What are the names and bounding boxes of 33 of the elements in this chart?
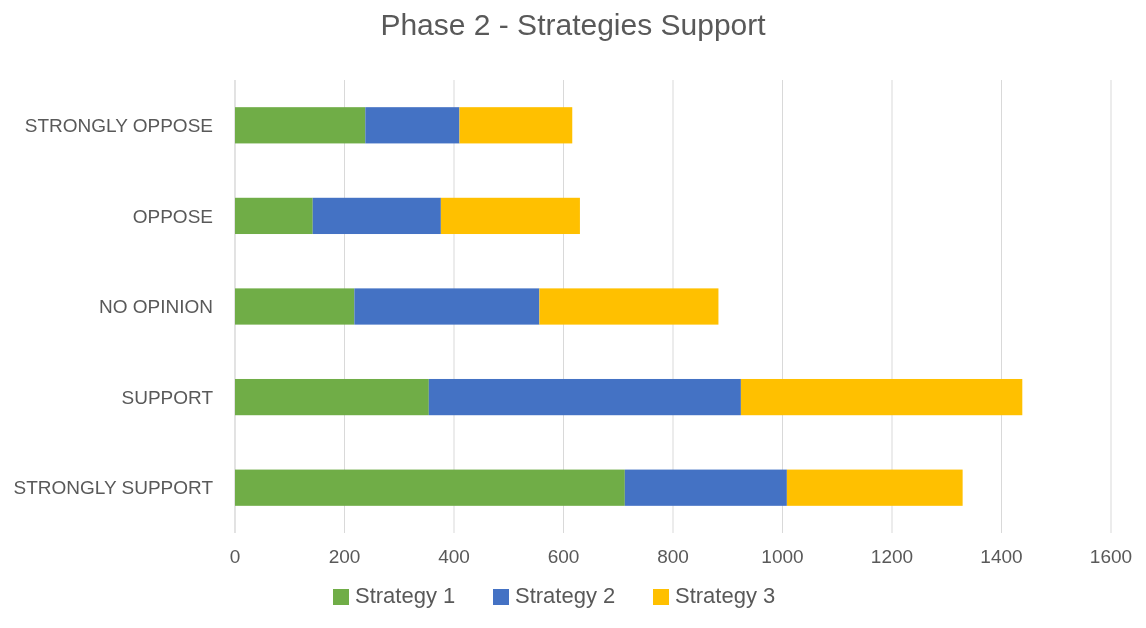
y-tick-label: STRONGLY OPPOSE — [24, 114, 213, 136]
x-tick-label: 1000 — [761, 546, 804, 567]
legend-label: Strategy 3 — [675, 583, 776, 608]
x-tick-label: 1400 — [980, 546, 1023, 567]
y-tick-label: OPPOSE — [132, 205, 213, 227]
bar — [312, 197, 441, 235]
legend-label: Strategy 2 — [515, 583, 616, 608]
x-tick-label: 1200 — [870, 546, 914, 567]
bar — [539, 288, 719, 325]
bar — [235, 107, 366, 144]
bar — [235, 469, 625, 506]
x-tick-label: 800 — [657, 546, 689, 567]
bar — [354, 288, 540, 325]
x-tick-label: 600 — [547, 546, 580, 567]
bar — [428, 378, 741, 416]
x-tick-label: 1600 — [1089, 546, 1133, 567]
bar — [235, 288, 355, 325]
chart-title: Phase 2 - Strategies Support — [380, 8, 767, 41]
y-tick-label: NO OPINION — [98, 296, 213, 318]
x-tick-label: 0 — [229, 546, 241, 567]
x-tick-label: 400 — [438, 546, 470, 567]
bar — [235, 378, 429, 416]
x-tick-label: 200 — [328, 546, 361, 567]
legend-label: Strategy 1 — [355, 583, 456, 608]
y-tick-label: SUPPORT — [121, 386, 214, 408]
bar — [459, 107, 573, 144]
y-tick-label: STRONGLY SUPPORT — [13, 477, 214, 499]
bar — [786, 469, 963, 506]
bar — [440, 197, 580, 235]
bar — [365, 107, 460, 144]
bar — [235, 197, 313, 235]
bar — [624, 469, 787, 506]
bar — [740, 378, 1023, 416]
